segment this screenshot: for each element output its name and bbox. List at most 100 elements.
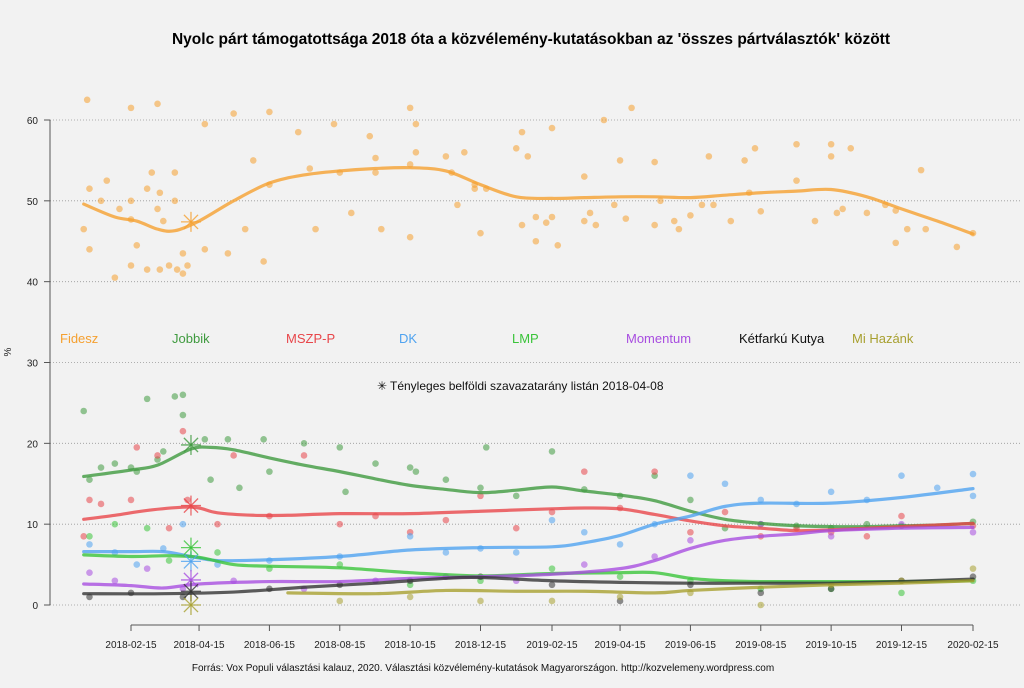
y-tick-label: 40 <box>27 278 39 289</box>
election-star <box>180 581 201 602</box>
star-ray <box>183 498 199 514</box>
data-point <box>610 201 618 209</box>
data-point <box>933 484 941 492</box>
x-tick-label: 2018-04-15 <box>173 640 225 651</box>
data-point <box>651 553 658 560</box>
election-star <box>180 595 201 615</box>
data-point <box>811 217 819 225</box>
data-point <box>847 144 855 152</box>
data-point <box>482 444 490 451</box>
data-point <box>554 241 562 249</box>
data-point <box>757 601 765 609</box>
data-point <box>236 484 243 492</box>
data-point <box>898 512 905 520</box>
data-point <box>179 250 187 257</box>
data-point <box>705 153 713 160</box>
data-point <box>80 407 88 415</box>
y-tick-label: 10 <box>27 520 39 531</box>
data-point <box>512 492 520 500</box>
data-point <box>406 104 414 112</box>
data-point <box>148 169 156 176</box>
data-point <box>477 229 484 237</box>
legend-label: LMP <box>512 331 539 346</box>
data-point <box>721 480 729 488</box>
data-point <box>179 270 187 277</box>
data-point <box>111 460 119 467</box>
data-point <box>616 157 624 164</box>
data-point <box>133 444 141 451</box>
x-tick-label: 2019-12-15 <box>876 640 928 651</box>
data-point <box>461 149 468 156</box>
data-point <box>179 411 187 419</box>
data-point <box>548 124 556 132</box>
star-ray <box>183 214 199 230</box>
star-ray <box>183 540 199 556</box>
data-point <box>406 593 414 601</box>
legend-label: Fidesz <box>60 331 98 346</box>
data-point <box>687 472 694 479</box>
data-point <box>336 444 344 451</box>
data-point <box>97 464 105 471</box>
data-point <box>518 221 526 229</box>
data-point <box>224 435 232 443</box>
data-point <box>171 197 179 205</box>
data-point <box>477 597 484 605</box>
election-star <box>180 569 201 590</box>
x-tick-label: 2018-08-15 <box>314 640 366 651</box>
data-point <box>156 189 164 197</box>
data-point <box>892 239 900 247</box>
election-star <box>180 211 201 232</box>
data-point <box>442 549 450 556</box>
data-point <box>294 128 302 136</box>
data-point <box>442 476 450 484</box>
data-point <box>741 157 748 164</box>
star-ray <box>183 553 199 569</box>
data-point <box>111 577 119 585</box>
data-point <box>698 201 706 209</box>
data-point <box>266 108 273 116</box>
data-point <box>827 488 835 496</box>
data-point <box>214 549 221 556</box>
data-point <box>173 266 181 273</box>
legend-label: MSZP-P <box>286 331 335 346</box>
data-point <box>143 185 151 193</box>
data-point <box>312 225 319 233</box>
data-point <box>580 173 588 180</box>
note-text: Tényleges belföldi szavazatarány listán … <box>390 379 664 393</box>
data-point <box>97 500 105 508</box>
data-point <box>580 528 588 536</box>
y-tick-label: 60 <box>27 116 39 127</box>
data-point <box>580 561 588 568</box>
x-tick-label: 2019-08-15 <box>735 640 787 651</box>
data-point <box>184 496 191 504</box>
data-point <box>306 165 314 172</box>
data-point <box>903 225 911 233</box>
data-point <box>179 391 187 399</box>
data-point <box>133 241 141 249</box>
data-point <box>171 169 179 176</box>
data-point <box>86 246 93 253</box>
data-point <box>651 221 658 229</box>
data-point <box>969 470 977 478</box>
legend-label: Kétfarkú Kutya <box>739 331 825 346</box>
trend-line-mi-haz-nk <box>286 579 975 596</box>
data-point <box>86 185 93 193</box>
data-point <box>793 177 800 184</box>
data-point <box>300 440 308 447</box>
data-point <box>600 116 608 124</box>
data-point <box>201 120 209 128</box>
grid <box>50 119 1022 606</box>
data-point <box>454 201 461 209</box>
election-markers <box>180 211 201 615</box>
star-ray <box>183 597 199 613</box>
data-point <box>622 215 630 222</box>
trend-line-lmp <box>82 553 975 584</box>
data-point <box>827 153 835 160</box>
data-point <box>969 492 977 500</box>
x-tick-label: 2020-02-15 <box>947 640 999 651</box>
data-point <box>366 132 374 140</box>
data-point <box>839 205 846 213</box>
data-point <box>548 581 556 589</box>
data-point <box>863 532 871 540</box>
